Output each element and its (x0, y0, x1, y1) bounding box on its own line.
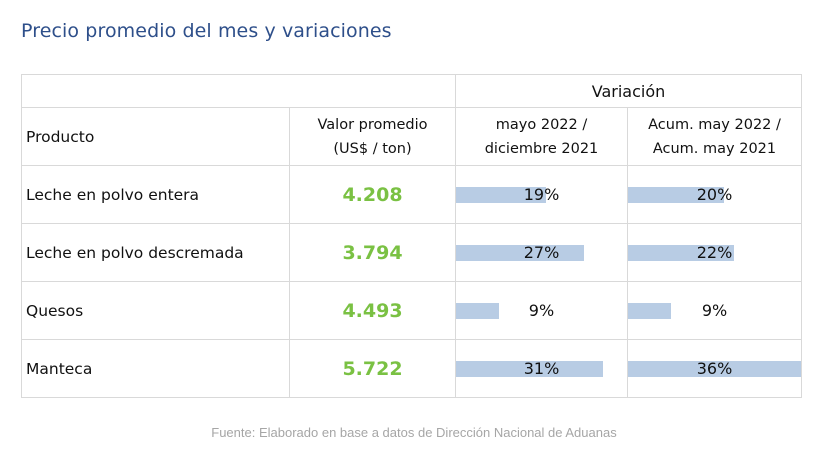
value-header-line1: Valor promedio (317, 116, 428, 133)
var2-cell: 20% (626, 165, 803, 224)
var1-cell: 19% (455, 165, 628, 224)
var1-bar (456, 245, 584, 261)
product-cell: Leche en polvo descremada (21, 223, 290, 282)
header-blank-cell (21, 74, 456, 108)
var1-header-line2: diciembre 2021 (484, 140, 599, 157)
var2-label: 9% (701, 301, 728, 320)
value-cell: 3.794 (289, 223, 456, 282)
var1-header-line1: mayo 2022 / (495, 116, 588, 133)
var1-label: 19% (523, 185, 560, 204)
var1-column-header: mayo 2022 / diciembre 2021 (455, 107, 628, 166)
var1-cell: 9% (455, 281, 628, 340)
var2-header-line1: Acum. may 2022 / (648, 116, 781, 133)
value-cell: 5.722 (289, 339, 456, 398)
var1-cell: 27% (455, 223, 628, 282)
var2-label: 22% (696, 243, 733, 262)
var2-bar (628, 245, 734, 261)
var2-bar (628, 361, 801, 377)
product-cell: Leche en polvo entera (21, 165, 290, 224)
value-header-line2: (US$ / ton) (333, 140, 412, 157)
table-row: Quesos 4.493 9% 9% (21, 281, 803, 340)
var2-bar (628, 187, 724, 203)
var2-cell: 36% (626, 339, 803, 398)
table-row: Leche en polvo entera 4.208 19% 20% (21, 165, 803, 224)
table-row: Leche en polvo descremada 3.794 27% 22% (21, 223, 803, 282)
product-cell: Quesos (21, 281, 290, 340)
table-row: Manteca 5.722 31% 36% (21, 339, 803, 398)
var2-cell: 22% (626, 223, 803, 282)
var1-label: 27% (523, 243, 560, 262)
var1-cell: 31% (455, 339, 628, 398)
var1-bar (456, 361, 603, 377)
var1-label: 31% (523, 359, 560, 378)
var2-cell: 9% (626, 281, 803, 340)
var1-bar (456, 303, 499, 319)
source-footnote: Fuente: Elaborado en base a datos de Dir… (211, 425, 617, 440)
var2-column-header: Acum. may 2022 / Acum. may 2021 (626, 107, 803, 166)
var2-label: 36% (696, 359, 733, 378)
var2-label: 20% (696, 185, 733, 204)
value-cell: 4.493 (289, 281, 456, 340)
product-cell: Manteca (21, 339, 290, 398)
product-column-header: Producto (21, 107, 290, 166)
var1-bar (456, 187, 546, 203)
price-variation-table: Variación Producto Valor promedio (US$ /… (21, 74, 803, 398)
var1-label: 9% (528, 301, 555, 320)
variacion-group-header: Variación (454, 74, 803, 108)
var2-header-line2: Acum. may 2021 (652, 140, 777, 157)
var2-bar (628, 303, 671, 319)
page-title: Precio promedio del mes y variaciones (21, 20, 392, 42)
value-cell: 4.208 (289, 165, 456, 224)
value-column-header: Valor promedio (US$ / ton) (289, 107, 456, 166)
